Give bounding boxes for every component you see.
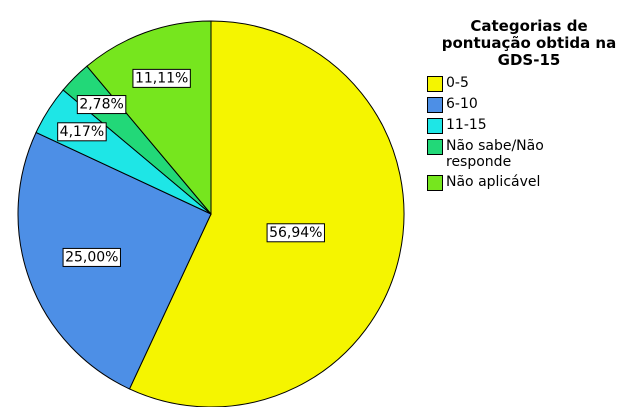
data-label: 25,00%: [65, 249, 118, 265]
data-label-box: [76, 95, 127, 115]
data-label-box: [266, 223, 325, 243]
legend-label: Não aplicável: [446, 174, 541, 190]
legend-item: Não sabe/Não responde: [424, 138, 634, 170]
legend-title: Categorias de pontuação obtida na GDS-15: [441, 17, 617, 69]
legend: Categorias de pontuação obtida na GDS-15…: [424, 18, 634, 195]
data-label-box: [62, 247, 121, 267]
legend-swatch: [427, 175, 443, 191]
legend-item: Não aplicável: [424, 174, 634, 191]
legend-swatch: [427, 76, 443, 92]
legend-label: 6-10: [446, 96, 478, 112]
data-label: 11,11%: [135, 70, 188, 86]
data-label-box: [57, 122, 107, 142]
legend-label: 11-15: [446, 117, 487, 133]
data-label: 2,78%: [79, 97, 123, 113]
legend-item: 11-15: [424, 117, 634, 134]
legend-swatch: [427, 118, 443, 134]
legend-item: 0-5: [424, 75, 634, 92]
legend-label: 0-5: [446, 75, 469, 91]
legend-swatch: [427, 97, 443, 113]
legend-item: 6-10: [424, 96, 634, 113]
pie-area: 56,94% 25,00% 4,17% 2,78% 11,11%: [17, 20, 405, 407]
legend-label: Não sabe/Não responde: [446, 138, 544, 170]
pie-slice: [128, 20, 405, 407]
data-label-box: [132, 68, 191, 88]
data-label: 56,94%: [269, 225, 322, 241]
legend-swatch: [427, 139, 443, 155]
data-label: 4,17%: [60, 124, 104, 140]
